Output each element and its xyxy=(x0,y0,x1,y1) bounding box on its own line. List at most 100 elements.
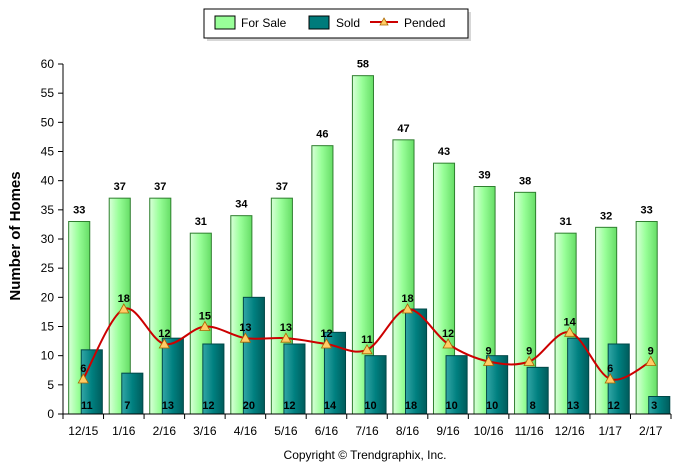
y-tick-label: 35 xyxy=(41,203,55,217)
pended-point xyxy=(442,338,454,349)
label-sold: 11 xyxy=(81,400,93,412)
legend-label-pended: Pended xyxy=(404,16,445,30)
label-sold: 18 xyxy=(405,400,417,412)
x-tick-label: 8/16 xyxy=(396,424,420,438)
pended-point xyxy=(77,373,89,384)
label-for-sale: 47 xyxy=(397,123,409,135)
label-sold: 10 xyxy=(364,400,376,412)
label-sold: 12 xyxy=(608,400,620,412)
label-sold: 3 xyxy=(651,400,657,412)
label-for-sale: 33 xyxy=(73,205,85,217)
x-axis-ticks: 12/15 1/16 2/16 3/16 4/16 5/16 6/16 7/16 8/16 9/1… xyxy=(62,414,672,438)
pended-point xyxy=(523,355,535,366)
y-tick-label: 60 xyxy=(41,57,55,71)
y-tick-label: 55 xyxy=(41,86,55,100)
x-tick-label: 1/16 xyxy=(112,424,136,438)
pended-point xyxy=(280,332,292,343)
y-tick-label: 20 xyxy=(41,290,55,304)
label-pended: 9 xyxy=(648,346,654,358)
x-tick-label: 7/16 xyxy=(355,424,379,438)
pended-series xyxy=(77,303,657,384)
label-for-sale: 32 xyxy=(600,210,612,222)
pended-point xyxy=(199,320,211,331)
label-sold: 14 xyxy=(324,400,337,412)
label-sold: 10 xyxy=(445,400,457,412)
label-for-sale: 37 xyxy=(114,181,126,193)
legend-frame xyxy=(203,8,469,39)
y-tick-label: 45 xyxy=(41,145,55,159)
x-tick-label: 4/16 xyxy=(234,424,258,438)
y-axis-label: Number of Homes xyxy=(7,171,24,300)
label-pended: 18 xyxy=(118,293,130,305)
label-sold: 8 xyxy=(530,400,536,412)
x-tick-label: 2/17 xyxy=(639,424,663,438)
pended-point xyxy=(320,338,333,349)
label-pended: 9 xyxy=(526,346,532,358)
label-pended: 12 xyxy=(442,328,454,340)
label-for-sale: 37 xyxy=(154,181,166,193)
label-for-sale: 58 xyxy=(357,59,369,71)
label-for-sale: 46 xyxy=(316,129,328,141)
label-sold: 12 xyxy=(283,400,295,412)
x-tick-label: 9/16 xyxy=(436,424,460,438)
x-tick-label: 12/16 xyxy=(555,424,585,438)
label-pended: 12 xyxy=(158,328,170,340)
label-sold: 13 xyxy=(567,400,579,412)
label-sold: 10 xyxy=(486,400,498,412)
label-pended: 13 xyxy=(280,322,292,334)
legend-swatch-for-sale xyxy=(214,15,236,30)
pended-point xyxy=(482,355,495,366)
label-for-sale: 33 xyxy=(641,205,653,217)
bar-for-sale xyxy=(635,221,658,415)
y-tick-label: 50 xyxy=(41,115,55,129)
y-tick-label: 5 xyxy=(47,378,54,392)
pended-point xyxy=(401,303,414,314)
legend-swatch-sold xyxy=(308,15,330,30)
bar-sold xyxy=(405,308,428,415)
y-tick-label: 40 xyxy=(41,174,55,188)
y-tick-label: 30 xyxy=(41,232,55,246)
label-pended: 15 xyxy=(199,311,211,323)
label-pended: 6 xyxy=(607,363,613,375)
y-tick-label: 0 xyxy=(47,407,54,421)
x-tick-label: 3/16 xyxy=(193,424,217,438)
bar-sold xyxy=(242,296,265,415)
data-labels: 33 11 6 37 7 18 37 13 12 31 12 15 34 20 13 37 12 13 46 14 12… xyxy=(73,59,657,412)
axes xyxy=(62,64,671,415)
legend: For Sale Sold Pended xyxy=(203,8,471,41)
label-sold: 20 xyxy=(243,400,255,412)
y-tick-label: 15 xyxy=(41,320,55,334)
label-pended: 9 xyxy=(486,346,492,358)
label-for-sale: 43 xyxy=(438,146,450,158)
x-tick-label: 6/16 xyxy=(315,424,339,438)
x-tick-label: 11/16 xyxy=(515,424,544,438)
y-tick-label: 10 xyxy=(41,349,55,363)
label-pended: 18 xyxy=(401,293,413,305)
legend-label-for-sale: For Sale xyxy=(241,16,287,30)
pended-point xyxy=(361,344,373,355)
label-sold: 13 xyxy=(162,400,174,412)
label-pended: 13 xyxy=(239,322,251,334)
label-for-sale: 34 xyxy=(235,199,248,211)
label-for-sale: 31 xyxy=(559,216,571,228)
pended-point xyxy=(239,332,252,343)
label-sold: 7 xyxy=(124,400,130,412)
y-axis-ticks: 0 5 10 15 20 25 30 35 40 45 50 55 60 xyxy=(41,57,63,421)
copyright-text: Copyright © Trendgraphix, Inc. xyxy=(284,448,447,462)
legend-label-sold: Sold xyxy=(336,16,360,30)
label-for-sale: 31 xyxy=(195,216,207,228)
pended-point xyxy=(645,355,657,366)
y-tick-label: 25 xyxy=(41,261,55,275)
label-pended: 12 xyxy=(320,328,332,340)
x-tick-label: 10/16 xyxy=(474,424,504,438)
legend-marker-pended xyxy=(379,17,389,26)
label-for-sale: 39 xyxy=(478,170,490,182)
label-pended: 11 xyxy=(361,334,373,346)
pended-point xyxy=(158,338,171,349)
x-tick-label: 12/15 xyxy=(68,424,98,438)
label-pended: 14 xyxy=(564,316,577,328)
x-tick-label: 5/16 xyxy=(274,424,298,438)
label-sold: 12 xyxy=(202,400,214,412)
pended-point xyxy=(604,373,616,384)
